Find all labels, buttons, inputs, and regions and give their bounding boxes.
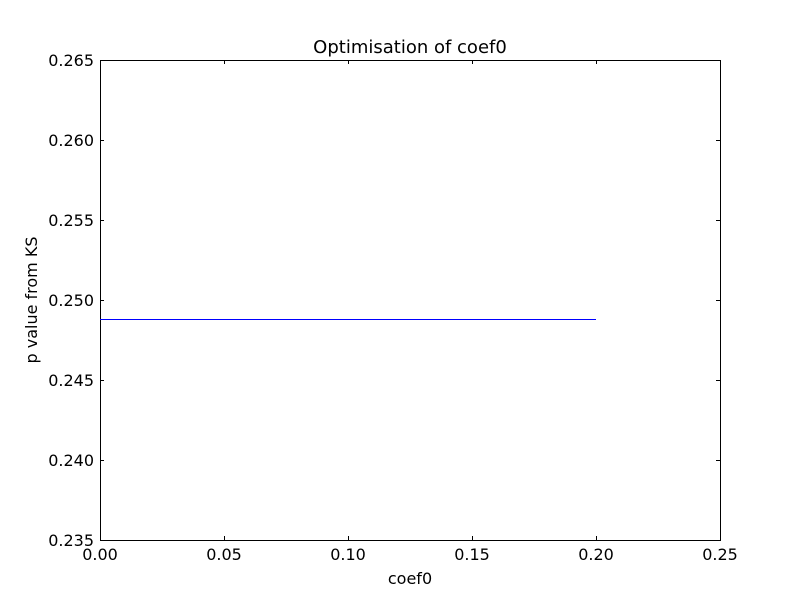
y-axis-label: p value from KS <box>22 237 41 364</box>
y-tick-label: 0.265 <box>48 51 94 70</box>
x-tick-label: 0.15 <box>454 545 490 564</box>
x-tick-label: 0.10 <box>330 545 366 564</box>
y-axis-ticks: 0.235 0.240 0.245 0.250 0.255 0.260 0.265 <box>48 51 720 550</box>
x-axis-label: coef0 <box>388 569 432 588</box>
x-tick-label: 0.00 <box>82 545 118 564</box>
plot-area-frame <box>100 60 721 541</box>
x-tick-label: 0.25 <box>702 545 738 564</box>
y-tick-label: 0.240 <box>48 451 94 470</box>
x-tick-label: 0.20 <box>578 545 614 564</box>
y-tick-label: 0.250 <box>48 291 94 310</box>
chart-title: Optimisation of coef0 <box>313 37 507 58</box>
y-tick-label: 0.260 <box>48 131 94 150</box>
y-tick-label: 0.255 <box>48 211 94 230</box>
y-tick-label: 0.245 <box>48 371 94 390</box>
x-axis-ticks: 0.00 0.05 0.10 0.15 0.20 0.25 <box>82 60 738 564</box>
y-tick-label: 0.235 <box>48 531 94 550</box>
x-tick-label: 0.05 <box>206 545 242 564</box>
